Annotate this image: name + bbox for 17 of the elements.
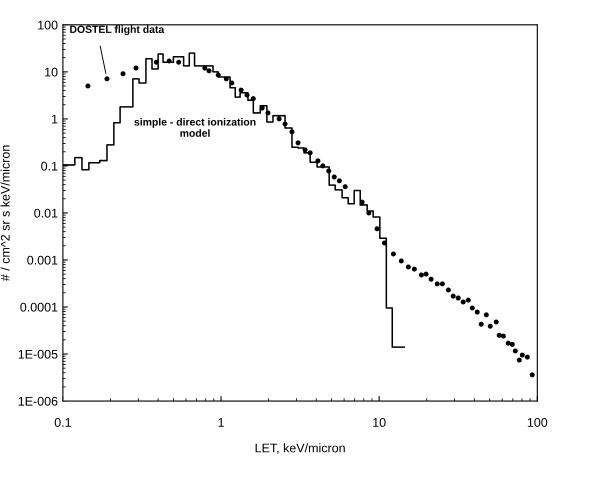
y-tick-label: 0.01	[34, 208, 58, 218]
x-axis-title: LET, keV/micron	[256, 443, 345, 454]
y-tick-label: 0.1	[41, 162, 58, 171]
y-tick-label: 1E-006	[18, 396, 58, 406]
x-tick-label: 1	[218, 418, 224, 427]
x-tick-label: 0.1	[54, 418, 71, 427]
y-tick-label: 1	[52, 114, 58, 124]
y-tick-label: 10	[45, 68, 58, 77]
y-axis-title: # / cm^2 sr s keV/micron	[0, 146, 10, 282]
series-label: simple - direct ionization model	[134, 118, 256, 137]
x-tick-label: 10	[373, 418, 386, 427]
y-tick-label: 0.0001	[20, 302, 58, 312]
y-tick-label: 0.001	[27, 256, 58, 265]
y-tick-label: 1E-005	[18, 350, 58, 359]
text: DOSTEL flight data	[70, 25, 164, 36]
x-tick-label: 100	[528, 418, 548, 427]
y-tick-label: 100	[38, 20, 58, 30]
